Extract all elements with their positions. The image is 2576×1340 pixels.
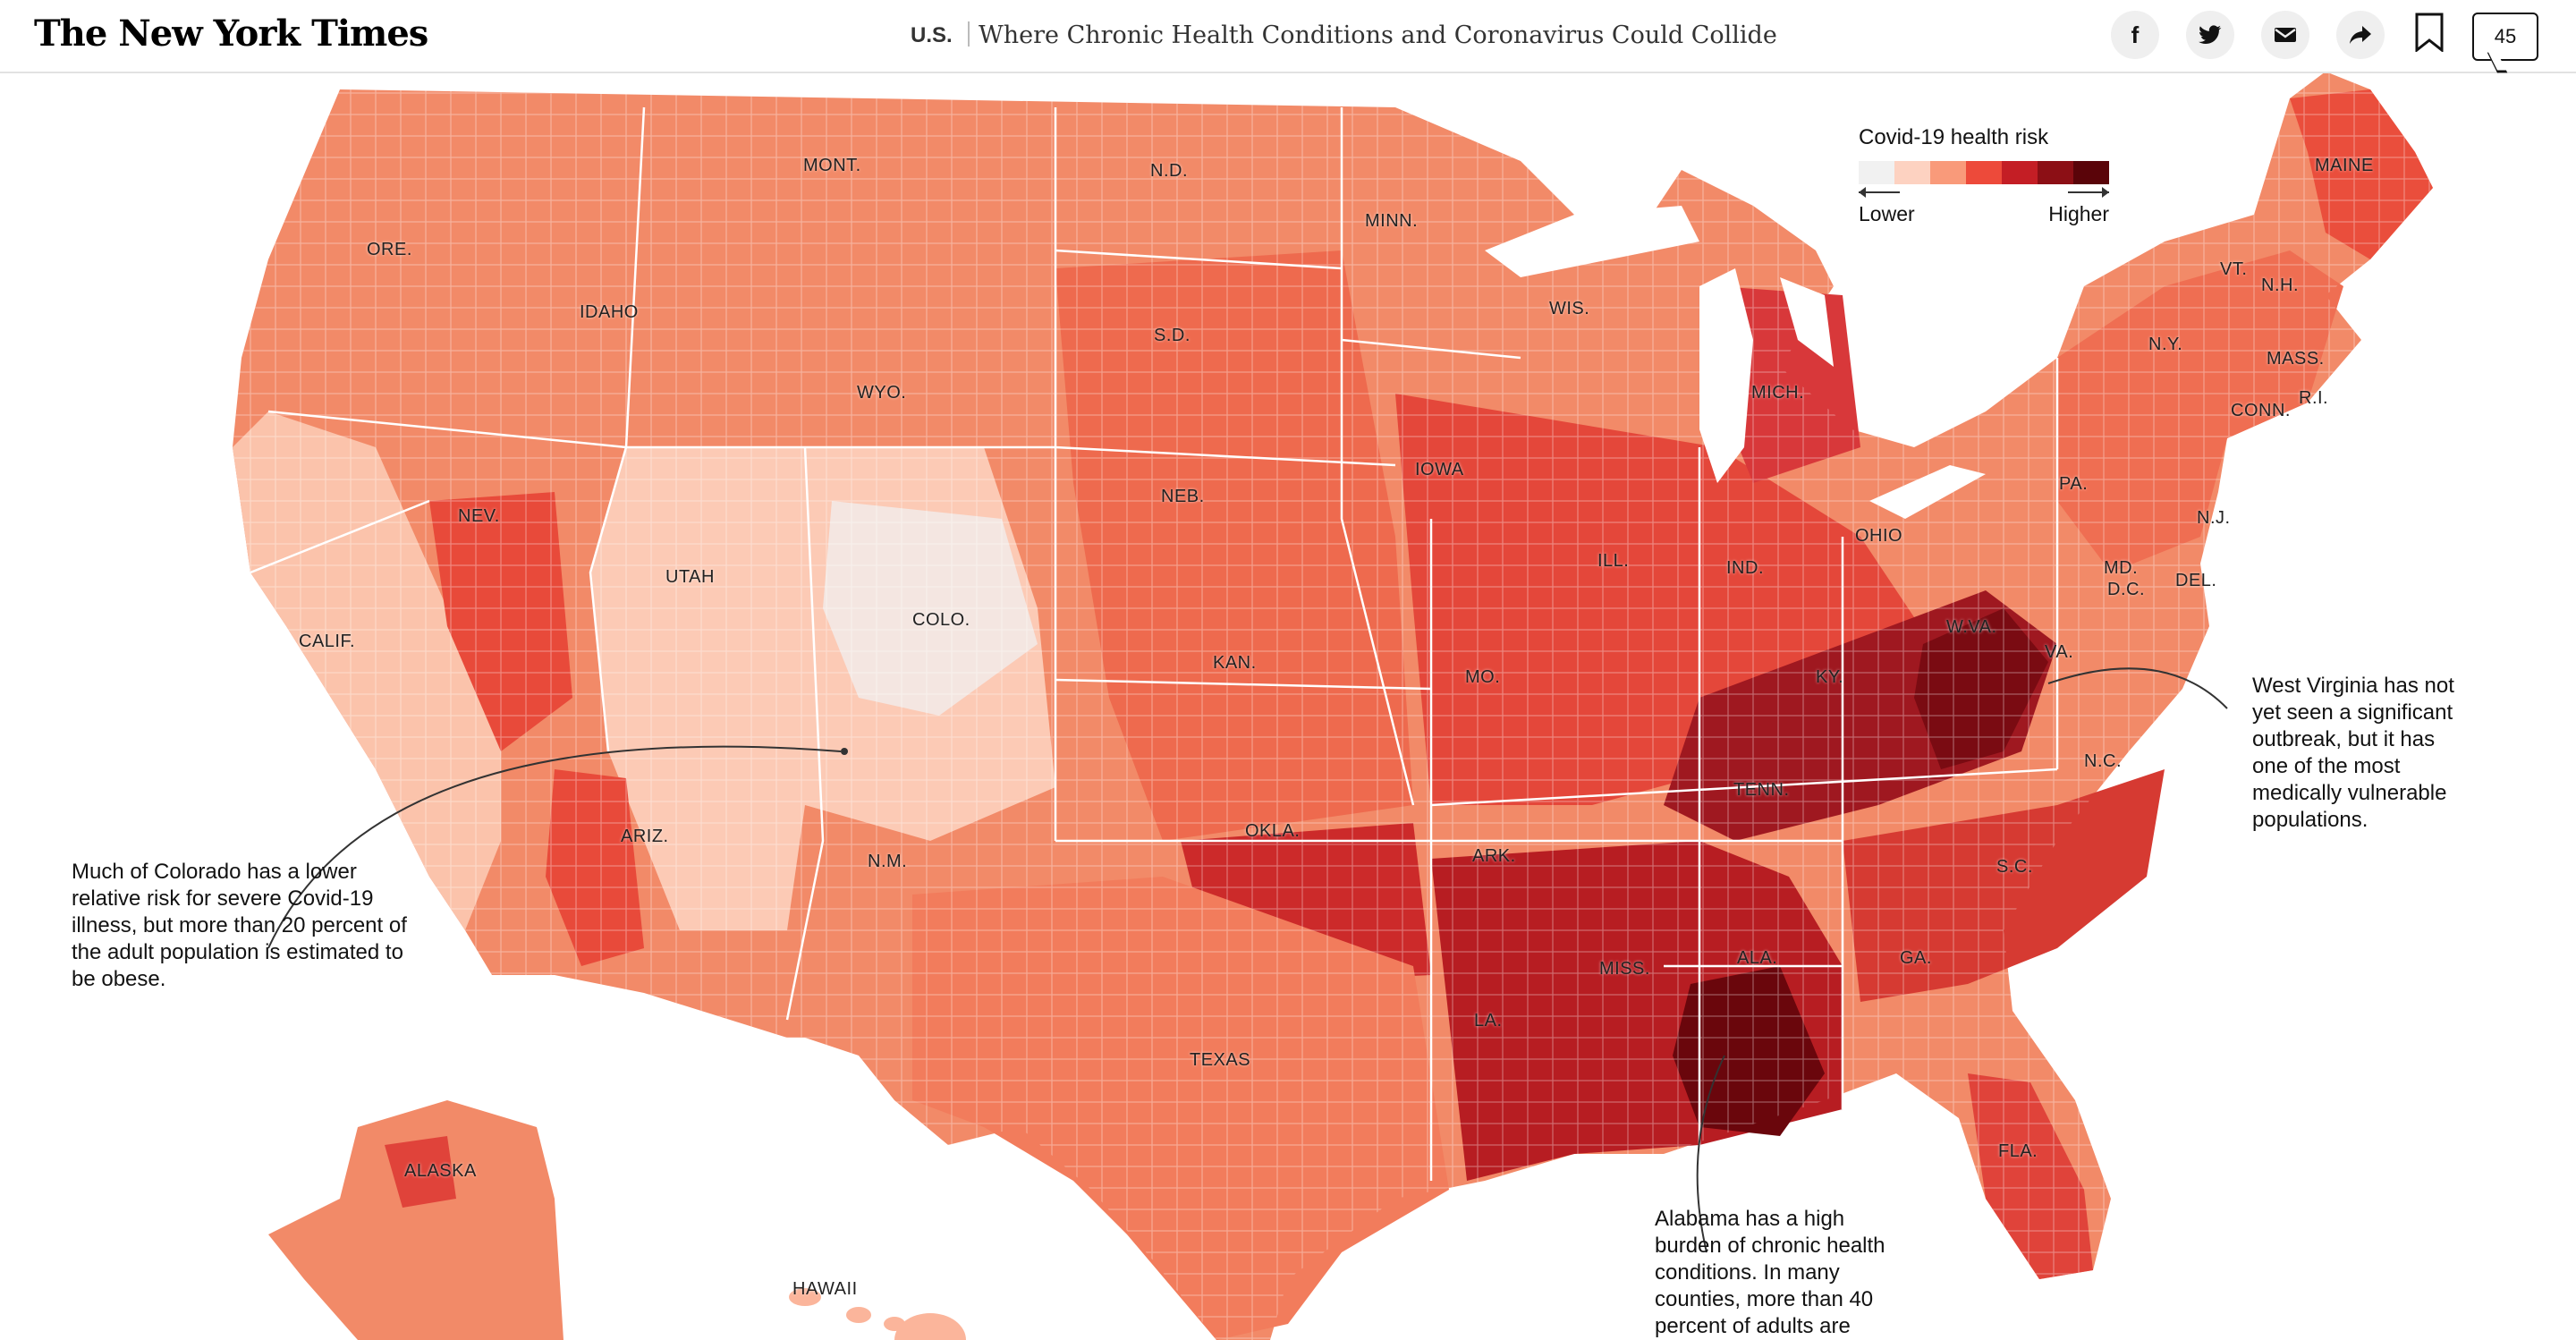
lake-superior: [1485, 206, 1699, 277]
state-label-wis: WIS.: [1549, 299, 1590, 318]
twitter-icon[interactable]: [2186, 11, 2234, 59]
state-label-md: MD.: [2104, 558, 2139, 578]
alabama-leader-line: [1696, 1055, 1725, 1253]
state-label-calif: CALIF.: [299, 632, 356, 651]
legend-swatch: [1966, 161, 2002, 184]
hawaii-shape: [789, 1288, 966, 1340]
state-label-nc: N.C.: [2084, 751, 2122, 771]
state-label-idaho: IDAHO: [580, 302, 639, 322]
state-label-ariz: ARIZ.: [621, 827, 669, 846]
state-label-neb: NEB.: [1161, 487, 1205, 506]
lake-erie: [1869, 465, 1986, 519]
lake-huron: [1780, 277, 1834, 367]
state-label-sd: S.D.: [1154, 326, 1191, 345]
top-bar: The New York Times U.S. Where Chronic He…: [0, 0, 2576, 73]
legend-swatch: [1859, 161, 1894, 184]
state-label-texas: TEXAS: [1190, 1050, 1251, 1070]
state-label-ga: GA.: [1900, 948, 1932, 968]
state-label-fla: FLA.: [1998, 1141, 2038, 1161]
choropleth-map: [233, 72, 2433, 1340]
state-label-ark: ARK.: [1472, 846, 1516, 866]
nyt-logo[interactable]: The New York Times: [34, 13, 428, 55]
state-label-wyo: WYO.: [857, 383, 907, 403]
legend-higher-label: Higher: [2048, 202, 2109, 225]
state-label-ohio: OHIO: [1855, 526, 1903, 546]
section-link[interactable]: U.S.: [911, 23, 953, 47]
legend: Covid-19 health risk Lower Higher: [1859, 125, 2109, 225]
alaska-dark-patch: [385, 1136, 456, 1208]
state-label-iowa: IOWA: [1415, 460, 1464, 479]
facebook-icon[interactable]: f: [2111, 11, 2159, 59]
state-label-nh: N.H.: [2261, 276, 2299, 295]
state-label-nj: N.J.: [2197, 508, 2231, 528]
state-label-utah: UTAH: [665, 567, 715, 587]
state-label-ky: KY.: [1816, 667, 1844, 687]
legend-swatch: [2038, 161, 2073, 184]
state-label-colo: COLO.: [912, 610, 970, 630]
annotation-colorado: Much of Colorado has a lower relative ri…: [72, 860, 407, 991]
state-label-maine: MAINE: [2315, 156, 2374, 175]
legend-title: Covid-19 health risk: [1859, 125, 2049, 149]
annotation-alabama: Alabama has a high burden of chronic hea…: [1655, 1207, 1885, 1338]
state-label-tenn: TENN.: [1733, 780, 1790, 800]
state-label-okla: OKLA.: [1245, 821, 1301, 841]
bookmark-icon[interactable]: [2415, 13, 2444, 52]
state-label-mo: MO.: [1465, 667, 1501, 687]
state-label-nm: N.M.: [868, 852, 908, 871]
state-label-minn: MINN.: [1365, 211, 1419, 231]
colorado-leader-line: [267, 745, 842, 949]
colorado-leader-dot: [841, 748, 848, 755]
right-arrow-icon: [2068, 187, 2109, 198]
state-label-ri: R.I.: [2299, 388, 2329, 408]
state-label-nd: N.D.: [1150, 161, 1188, 181]
state-label-ala: ALA.: [1737, 948, 1778, 968]
state-label-pa: PA.: [2059, 474, 2089, 494]
legend-swatch: [1894, 161, 1930, 184]
state-borders: [250, 106, 2059, 1181]
page-headline: Where Chronic Health Conditions and Coro…: [979, 21, 1777, 49]
state-label-ill: ILL.: [1597, 551, 1630, 571]
state-label-va: VA.: [2045, 642, 2074, 662]
state-label-ny: N.Y.: [2148, 335, 2183, 354]
state-label-la: LA.: [1474, 1011, 1503, 1030]
annotation-west-virginia: West Virginia has not yet seen a signifi…: [2252, 674, 2454, 832]
alaska-shape: [268, 1100, 564, 1340]
state-label-mass: MASS.: [2267, 349, 2325, 369]
legend-color-bar: [1859, 161, 2109, 184]
header-divider: [968, 21, 970, 47]
state-label-mich: MICH.: [1751, 383, 1805, 403]
legend-lower-label: Lower: [1859, 202, 1915, 225]
legend-swatch: [1930, 161, 1966, 184]
state-label-ind: IND.: [1726, 558, 1764, 578]
legend-swatch: [2002, 161, 2038, 184]
wv-leader-line: [2047, 667, 2228, 709]
comments-button[interactable]: 45: [2472, 13, 2538, 61]
state-label-nev: NEV.: [458, 506, 500, 526]
state-label-kan: KAN.: [1213, 653, 1257, 673]
state-label-wva: W.VA.: [1946, 617, 1997, 637]
lake-michigan: [1699, 268, 1753, 483]
state-label-sc: S.C.: [1996, 857, 2033, 877]
left-arrow-icon: [1859, 187, 1900, 198]
email-icon[interactable]: [2261, 11, 2309, 59]
share-icon[interactable]: [2336, 11, 2385, 59]
legend-swatch: [2073, 161, 2109, 184]
legend-ends: Lower Higher: [1859, 187, 2109, 225]
state-label-ore: ORE.: [367, 240, 412, 259]
state-label-hawaii: HAWAII: [792, 1279, 858, 1299]
state-label-dc: D.C.: [2107, 580, 2145, 599]
state-label-vt: VT.: [2220, 259, 2248, 279]
state-label-miss: MISS.: [1599, 959, 1650, 979]
state-label-del: DEL.: [2175, 571, 2217, 590]
state-label-mont: MONT.: [803, 156, 861, 175]
state-label-alaska: ALASKA: [404, 1161, 477, 1181]
state-label-conn: CONN.: [2231, 401, 2291, 420]
